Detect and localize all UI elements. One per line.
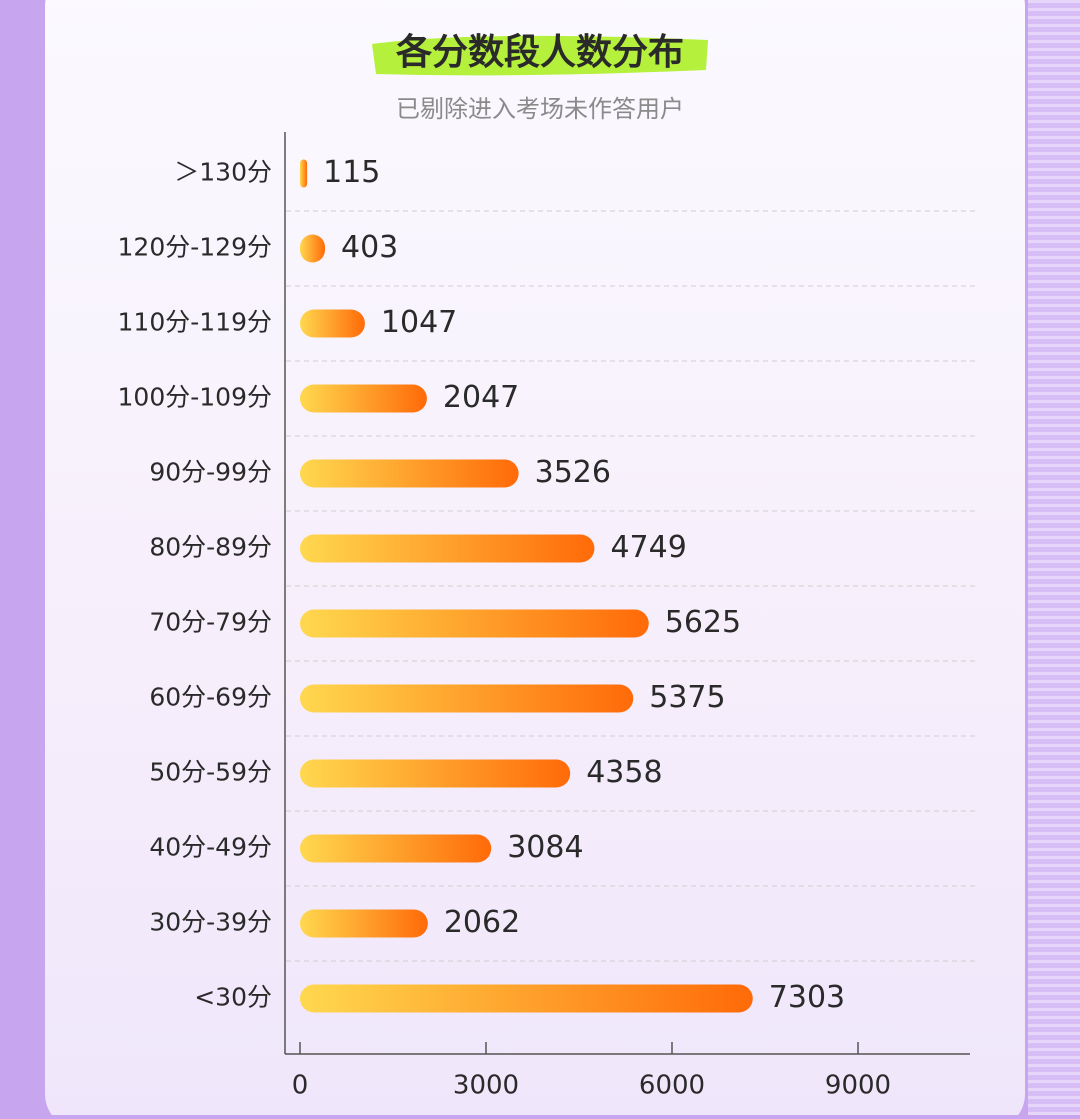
y-tick-label: 100分-109分 [118,383,272,412]
value-label: 403 [341,230,398,265]
value-label: 2047 [443,380,519,415]
bar [300,759,571,788]
chart-subtitle: 已剔除进入考场未作答用户 [396,95,684,123]
bar [300,834,492,863]
y-tick-label: <30分 [194,983,272,1012]
value-label: 115 [323,155,380,190]
bar [300,384,427,413]
x-tick-label: 9000 [825,1071,891,1101]
bar [300,234,325,263]
value-label: 7303 [769,980,845,1015]
y-tick-label: 90分-99分 [149,458,272,487]
y-tick-label: 80分-89分 [149,533,272,562]
x-tick-label: 3000 [453,1071,519,1101]
bar [300,534,595,563]
value-label: 4358 [586,755,662,790]
x-tick-label: 6000 [639,1071,705,1101]
title-highlight [372,35,708,76]
y-tick-label: ＞130分 [174,158,272,187]
bar [300,459,519,488]
chart-title: 各分数段人数分布 [396,32,684,73]
bar [300,684,634,713]
value-label: 1047 [381,305,457,340]
bar [300,609,649,638]
value-label: 5375 [649,680,725,715]
value-label: 2062 [444,905,520,940]
value-label: 5625 [665,605,741,640]
y-tick-label: 120分-129分 [118,233,272,262]
y-tick-label: 50分-59分 [149,758,272,787]
value-label: 4749 [610,530,686,565]
bar [300,909,428,938]
bar [300,984,753,1013]
x-tick-label: 0 [292,1071,309,1101]
y-tick-label: 110分-119分 [118,308,272,337]
y-tick-label: 70分-79分 [149,608,272,637]
value-label: 3526 [535,455,611,490]
value-label: 3084 [507,830,583,865]
bar [300,159,308,188]
y-tick-label: 60分-69分 [149,683,272,712]
y-tick-label: 30分-39分 [149,908,272,937]
side-stripes [1028,0,1080,1115]
bar [300,309,365,338]
y-tick-label: 40分-49分 [149,833,272,862]
